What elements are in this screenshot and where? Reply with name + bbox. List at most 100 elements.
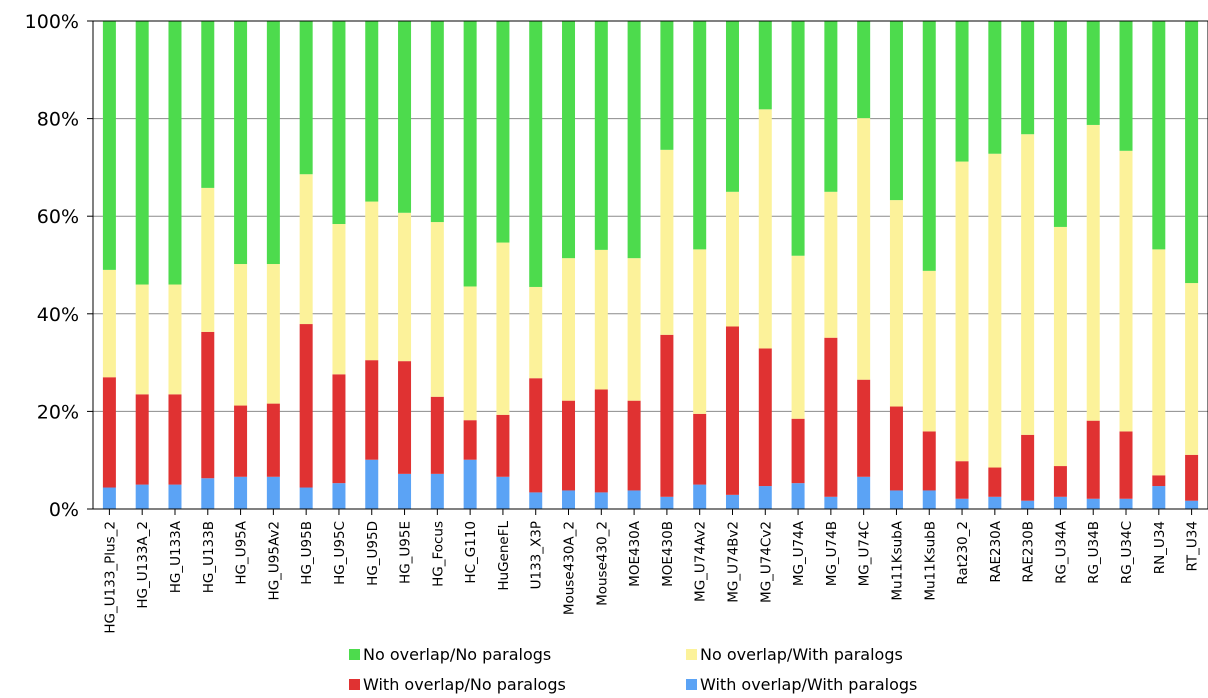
bar-segment: [1053, 466, 1067, 497]
bar-segment: [791, 483, 805, 509]
x-category-label: HG_U95A: [234, 520, 250, 584]
bar-segment: [463, 459, 477, 509]
bar-segment: [1021, 434, 1035, 501]
x-category-label: RG_U34C: [1119, 521, 1135, 584]
x-category-label: RG_U34B: [1086, 521, 1102, 584]
bar-segment: [889, 21, 903, 201]
bar-segment: [660, 334, 674, 497]
bar-segment: [594, 492, 608, 509]
bar-segment: [562, 400, 576, 491]
x-category-label: MOE430A: [627, 520, 643, 587]
bar-segment: [1185, 454, 1199, 501]
x-category-label: RT_U34: [1185, 521, 1201, 571]
bar-segment: [791, 21, 805, 256]
bar-segment: [234, 476, 248, 509]
bar-segment: [922, 270, 936, 432]
bar-segment: [102, 21, 116, 270]
bar-segment: [955, 498, 969, 509]
x-category-label: MOE430B: [660, 521, 676, 587]
bar-segment: [824, 496, 838, 509]
bar-segment: [168, 484, 182, 509]
bar-segment: [824, 337, 838, 497]
bar-segment: [463, 21, 477, 287]
bar-segment: [693, 484, 707, 509]
bar-segment: [332, 21, 346, 225]
plot-area-frame: [92, 20, 1208, 510]
y-tick-label: 20%: [37, 401, 79, 423]
y-tick-label: 40%: [37, 304, 79, 326]
bar-segment: [758, 486, 772, 509]
y-tick-label: 80%: [37, 109, 79, 131]
bar-segment: [1021, 134, 1035, 435]
bar-segment: [1152, 475, 1166, 487]
bar-segment: [922, 431, 936, 491]
x-category-label: RAE230A: [988, 520, 1004, 582]
x-category-label: HG_Focus: [430, 521, 446, 587]
bar-segment: [660, 496, 674, 509]
x-category-label: Mouse430_2: [594, 521, 610, 606]
bar-segment: [1086, 420, 1100, 499]
x-category-label: MG_U74A: [791, 520, 807, 586]
bar-segment: [922, 21, 936, 271]
x-category-label: HC_G110: [463, 521, 479, 584]
bar-segment: [955, 461, 969, 499]
bar-segment: [529, 21, 543, 287]
bar-segment: [988, 467, 1002, 497]
bar-segment: [463, 420, 477, 460]
x-category-label: HG_U95C: [332, 521, 348, 585]
x-category-label: HG_U95Av2: [266, 521, 282, 600]
bar-segment: [430, 396, 444, 474]
bar-segment: [168, 284, 182, 395]
bar-segment: [562, 490, 576, 509]
y-tick-label: 100%: [25, 11, 79, 33]
bar-segment: [332, 483, 346, 509]
bar-segment: [889, 200, 903, 407]
x-category-label: RG_U34A: [1053, 520, 1069, 584]
bar-segment: [398, 361, 412, 474]
bar-segment: [365, 21, 379, 202]
bar-segment: [234, 264, 248, 406]
bar-segment: [562, 21, 576, 259]
bar-segment: [234, 405, 248, 477]
legend-label: With overlap/With paralogs: [700, 675, 917, 694]
bar-segment: [627, 400, 641, 491]
bar-segment: [857, 379, 871, 477]
bar-segment: [824, 21, 838, 192]
bar-segment: [562, 258, 576, 401]
bar-segment: [332, 224, 346, 375]
bar-segment: [529, 378, 543, 493]
bar-segment: [332, 374, 346, 484]
bar-segment: [857, 118, 871, 380]
bar-segment: [791, 418, 805, 484]
gridlines: [93, 118, 1208, 412]
bar-segment: [102, 377, 116, 488]
bar-segment: [791, 255, 805, 419]
x-category-label: HG_U133A_2: [135, 521, 151, 609]
bar-segment: [266, 476, 280, 509]
bar-segment: [922, 490, 936, 509]
bar-segment: [463, 286, 477, 421]
bar-segment: [266, 403, 280, 477]
bar-segment: [496, 242, 510, 415]
bar-segment: [496, 414, 510, 477]
bar-segment: [1152, 486, 1166, 509]
bar-segment: [889, 490, 903, 509]
bar-segment: [496, 476, 510, 509]
x-category-label: RAE230B: [1021, 521, 1037, 583]
x-category-label: HuGeneFL: [496, 521, 512, 591]
bar-segment: [365, 201, 379, 361]
x-category-label: HG_U95D: [365, 521, 381, 586]
x-category-label: MG_U74Av2: [693, 521, 709, 602]
x-category-label: HG_U133A: [168, 520, 184, 593]
bar-segment: [135, 484, 149, 509]
bar-segment: [299, 487, 313, 509]
bar-segment: [594, 249, 608, 390]
bar-segment: [660, 149, 674, 335]
bar-segment: [299, 174, 313, 325]
x-category-label: RN_U34: [1152, 521, 1168, 574]
bar-segment: [1119, 150, 1133, 432]
bar-segment: [594, 389, 608, 493]
bar-segment: [430, 222, 444, 397]
bar-segment: [398, 473, 412, 509]
